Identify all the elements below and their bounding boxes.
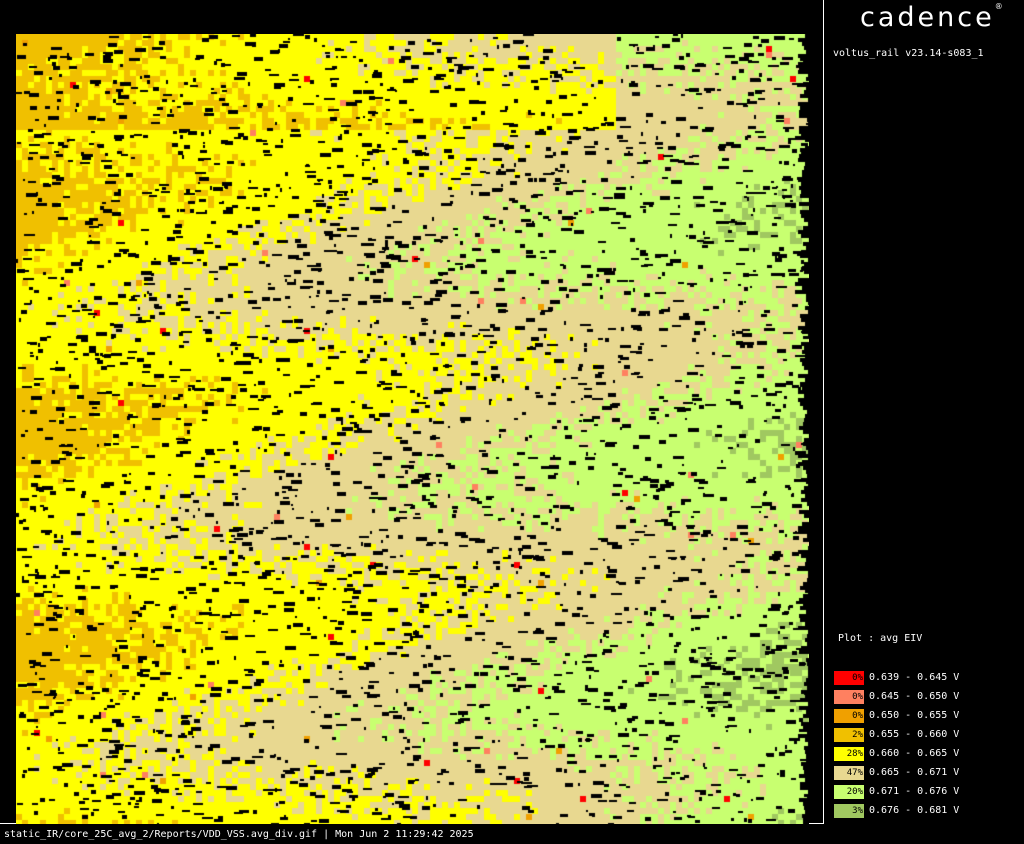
plot-label: Plot : avg EIV [838, 633, 922, 644]
legend-swatch: 0% [834, 709, 864, 723]
legend-swatch: 47% [834, 766, 864, 780]
legend-range: 0.676 - 0.681 V [869, 805, 959, 816]
logo-mark: ® [995, 2, 1003, 11]
logo-text: cadence [860, 2, 995, 33]
legend-range: 0.660 - 0.665 V [869, 748, 959, 759]
version-text: voltus_rail v23.14-s083_1 [833, 48, 984, 59]
legend-range: 0.650 - 0.655 V [869, 710, 959, 721]
legend-range: 0.639 - 0.645 V [869, 672, 959, 683]
legend-swatch: 0% [834, 671, 864, 685]
ir-drop-heatmap [16, 34, 809, 824]
legend-swatch: 2% [834, 728, 864, 742]
legend-range: 0.671 - 0.676 V [869, 786, 959, 797]
legend-swatch: 0% [834, 690, 864, 704]
footer-path: static_IR/core_25C_avg_2/Reports/VDD_VSS… [4, 829, 474, 840]
plot-area [0, 0, 824, 824]
legend-swatch: 20% [834, 785, 864, 799]
legend-swatch: 28% [834, 747, 864, 761]
cadence-logo: cadence® [860, 2, 1003, 33]
legend-swatch: 3% [834, 804, 864, 818]
legend-range: 0.645 - 0.650 V [869, 691, 959, 702]
legend-range: 0.655 - 0.660 V [869, 729, 959, 740]
legend-range: 0.665 - 0.671 V [869, 767, 959, 778]
